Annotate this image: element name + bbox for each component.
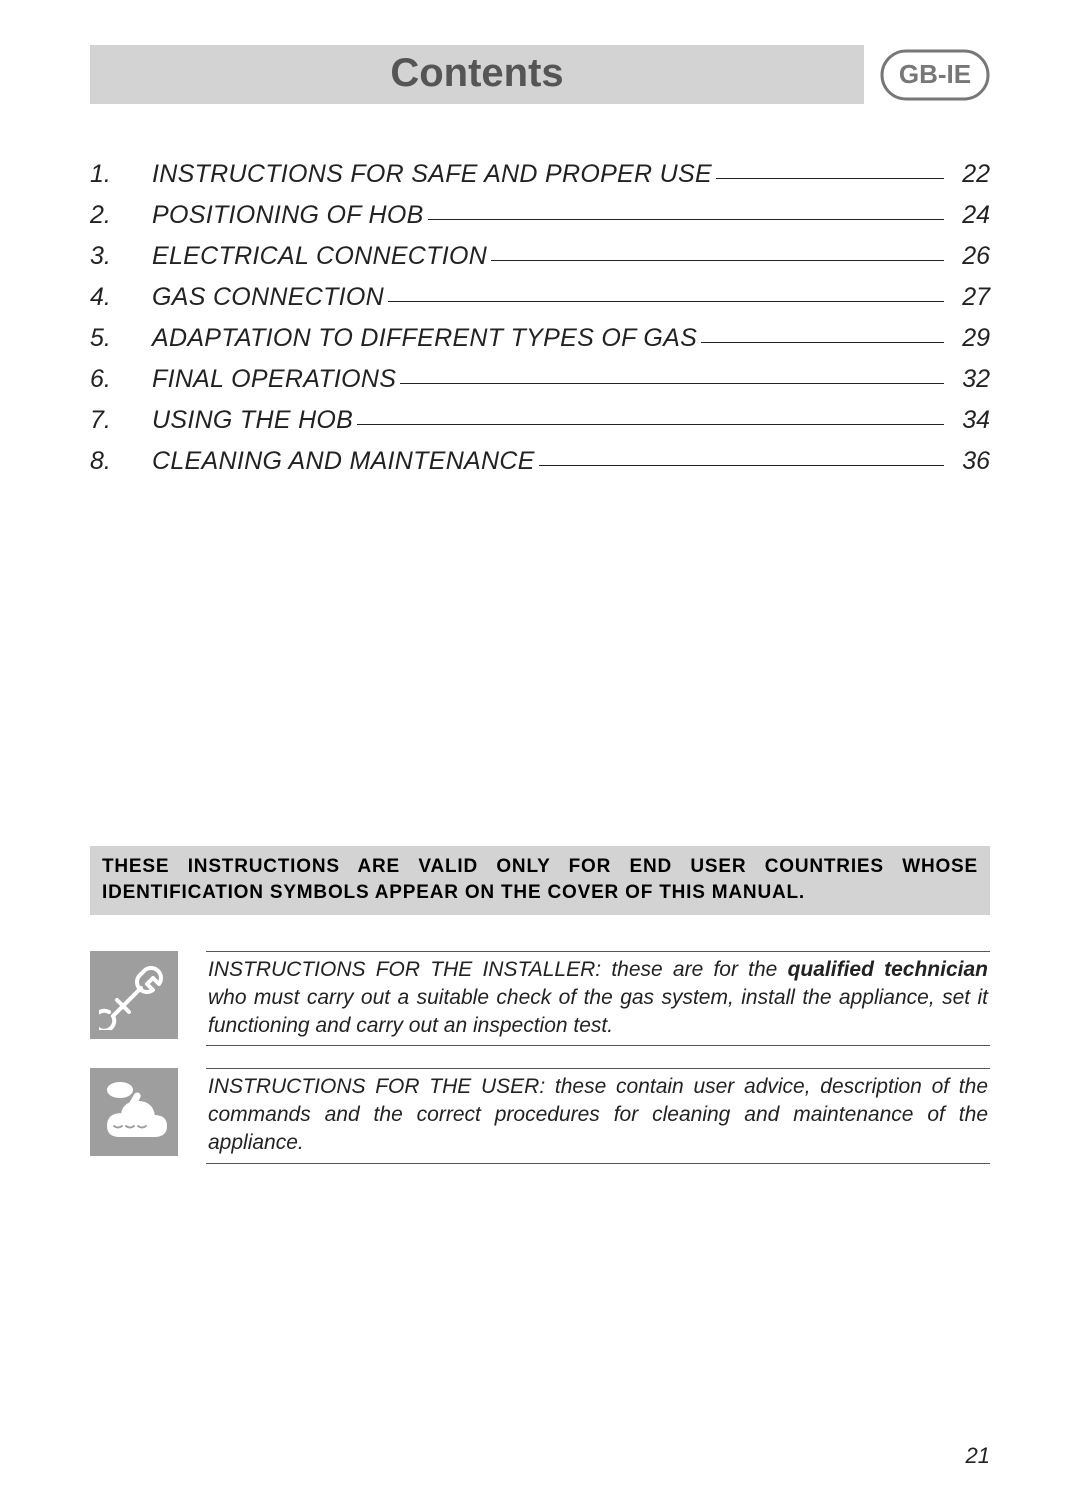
toc-number: 8. <box>90 447 152 476</box>
toc-entry: 3. ELECTRICAL CONNECTION 26 <box>90 242 990 271</box>
toc-title: POSITIONING OF HOB <box>152 201 424 230</box>
toc-page-number: 29 <box>950 324 990 353</box>
toc-page-number: 36 <box>950 447 990 476</box>
toc-entry: 1. INSTRUCTIONS FOR SAFE AND PROPER USE … <box>90 160 990 189</box>
wrench-icon <box>90 951 178 1039</box>
badge-label: GB-IE <box>899 59 971 89</box>
toc-title: ELECTRICAL CONNECTION <box>152 242 487 271</box>
user-text: INSTRUCTIONS FOR THE USER: these contain… <box>208 1073 988 1156</box>
toc-entry: 4. GAS CONNECTION 27 <box>90 283 990 312</box>
toc-title: GAS CONNECTION <box>152 283 384 312</box>
toc-number: 1. <box>90 160 152 189</box>
page-title: Contents <box>390 51 563 95</box>
toc-number: 7. <box>90 406 152 435</box>
installer-text: INSTRUCTIONS FOR THE INSTALLER: these ar… <box>208 956 988 1039</box>
toc-page-number: 26 <box>950 242 990 271</box>
toc-title: USING THE HOB <box>152 406 353 435</box>
toc-title: INSTRUCTIONS FOR SAFE AND PROPER USE <box>152 160 712 189</box>
installer-bold: qualified technician <box>788 958 988 981</box>
toc-entry: 8. CLEANING AND MAINTENANCE 36 <box>90 447 990 476</box>
language-region-badge: GB-IE <box>880 47 990 103</box>
toc-leader <box>701 342 944 343</box>
toc-entry: 5. ADAPTATION TO DIFFERENT TYPES OF GAS … <box>90 324 990 353</box>
user-info-block: INSTRUCTIONS FOR THE USER: these contain… <box>90 1068 990 1163</box>
toc-leader <box>400 383 944 384</box>
toc-leader <box>716 178 944 179</box>
toc-entry: 7. USING THE HOB 34 <box>90 406 990 435</box>
toc-number: 2. <box>90 201 152 230</box>
toc-page-number: 22 <box>950 160 990 189</box>
page-number: 21 <box>966 1443 990 1469</box>
table-of-contents: 1. INSTRUCTIONS FOR SAFE AND PROPER USE … <box>90 160 990 476</box>
spoon-cloud-icon <box>90 1068 178 1156</box>
toc-leader <box>428 219 944 220</box>
toc-title: ADAPTATION TO DIFFERENT TYPES OF GAS <box>152 324 697 353</box>
installer-info-block: INSTRUCTIONS FOR THE INSTALLER: these ar… <box>90 951 990 1046</box>
toc-number: 3. <box>90 242 152 271</box>
badge-pill-icon: GB-IE <box>880 49 990 101</box>
toc-title: CLEANING AND MAINTENANCE <box>152 447 535 476</box>
toc-title: FINAL OPERATIONS <box>152 365 396 394</box>
header-row: Contents GB-IE <box>90 45 990 104</box>
toc-page-number: 27 <box>950 283 990 312</box>
toc-entry: 2. POSITIONING OF HOB 24 <box>90 201 990 230</box>
validity-notice: THESE INSTRUCTIONS ARE VALID ONLY FOR EN… <box>90 846 990 915</box>
toc-number: 6. <box>90 365 152 394</box>
toc-leader <box>357 424 944 425</box>
page-content: Contents GB-IE 1. INSTRUCTIONS FOR SAFE … <box>90 45 990 1164</box>
toc-number: 4. <box>90 283 152 312</box>
installer-text-wrap: INSTRUCTIONS FOR THE INSTALLER: these ar… <box>206 951 990 1046</box>
toc-entry: 6. FINAL OPERATIONS 32 <box>90 365 990 394</box>
toc-number: 5. <box>90 324 152 353</box>
toc-page-number: 32 <box>950 365 990 394</box>
toc-leader <box>388 301 944 302</box>
toc-page-number: 34 <box>950 406 990 435</box>
toc-leader <box>539 465 944 466</box>
user-text-wrap: INSTRUCTIONS FOR THE USER: these contain… <box>206 1068 990 1163</box>
toc-leader <box>491 260 944 261</box>
title-bar: Contents <box>90 45 864 104</box>
validity-notice-text: THESE INSTRUCTIONS ARE VALID ONLY FOR EN… <box>102 854 978 905</box>
toc-page-number: 24 <box>950 201 990 230</box>
installer-tail: who must carry out a suitable check of t… <box>208 986 988 1037</box>
installer-lead: INSTRUCTIONS FOR THE INSTALLER: these ar… <box>208 958 788 981</box>
